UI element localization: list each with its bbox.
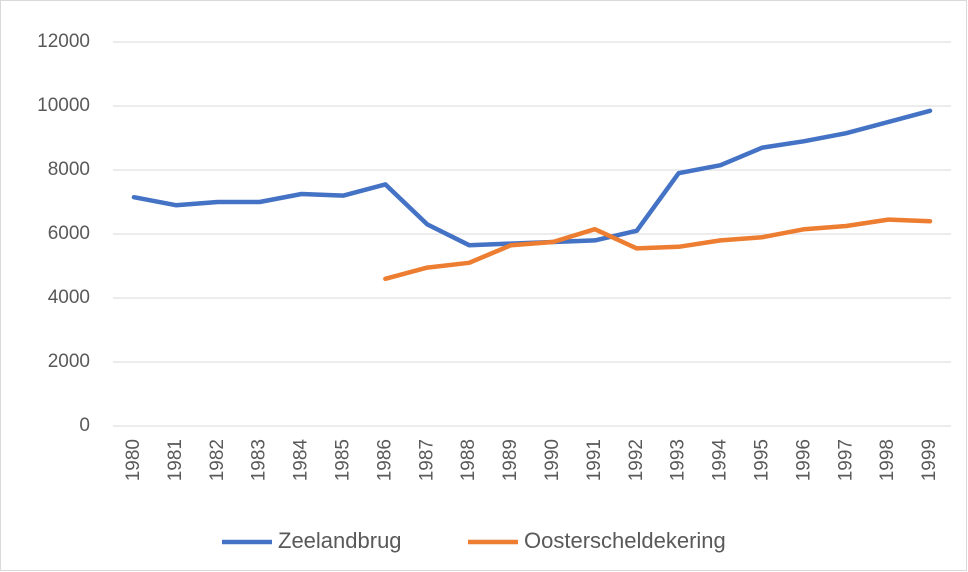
y-tick-label: 4000 [48, 287, 90, 308]
x-tick-label: 1984 [291, 439, 312, 482]
y-tick-label: 10000 [37, 95, 90, 116]
x-tick-label: 1997 [835, 439, 856, 481]
x-tick-label: 1988 [458, 439, 479, 481]
y-tick-label: 8000 [48, 159, 90, 180]
x-tick-label: 1999 [919, 439, 940, 481]
x-tick-label: 1986 [374, 439, 395, 481]
x-tick-label: 1996 [793, 439, 814, 481]
series-line [383, 217, 933, 282]
x-tick-label: 1998 [877, 439, 898, 481]
x-tick-label: 1992 [626, 439, 647, 481]
x-tick-label: 1993 [668, 439, 689, 481]
y-tick-label: 2000 [48, 351, 90, 372]
x-tick-label: 1994 [710, 439, 731, 482]
x-tick-label: 1991 [584, 439, 605, 481]
legend-label: Zeelandbrug [278, 528, 402, 553]
legend-label: Oosterscheldekering [524, 528, 726, 553]
y-tick-label: 12000 [37, 31, 90, 52]
x-tick-label: 1981 [165, 439, 186, 481]
x-tick-label: 1995 [751, 439, 772, 481]
x-tick-label: 1980 [123, 439, 144, 481]
y-tick-label: 0 [79, 415, 90, 436]
x-tick-label: 1985 [332, 439, 353, 481]
y-tick-label: 6000 [48, 223, 90, 244]
x-tick-label: 1989 [500, 439, 521, 481]
x-tick-label: 1983 [249, 439, 270, 481]
x-tick-label: 1982 [207, 439, 228, 481]
x-tick-label: 1987 [416, 439, 437, 481]
x-tick-label: 1990 [542, 439, 563, 481]
